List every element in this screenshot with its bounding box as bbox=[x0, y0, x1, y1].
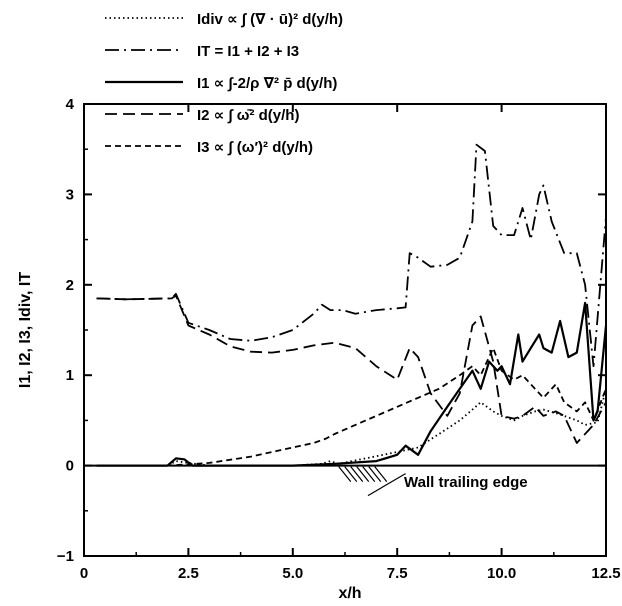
x-tick-label: 10.0 bbox=[487, 565, 516, 582]
x-tick-label: 5.0 bbox=[282, 565, 303, 582]
y-tick-label: 1 bbox=[66, 367, 74, 384]
legend-label: Idiv ∝ ∫ (∇ · ū)² d(y/h) bbox=[197, 11, 343, 28]
wall-trailing-edge-label: Wall trailing edge bbox=[404, 474, 528, 491]
y-tick-label: 2 bbox=[66, 277, 74, 294]
legend-label: I2 ∝ ∫ ω̄² d(y/h) bbox=[197, 107, 299, 124]
y-tick-label: −1 bbox=[57, 548, 74, 565]
series-line-2 bbox=[96, 143, 606, 368]
x-tick-label: 0 bbox=[80, 565, 88, 582]
series-line-3 bbox=[96, 301, 606, 467]
plot-frame bbox=[83, 103, 607, 557]
y-tick-label: 0 bbox=[66, 458, 74, 475]
hatch-line bbox=[374, 466, 388, 482]
legend-label: IT = I1 + I2 + I3 bbox=[197, 43, 299, 60]
series-line-4 bbox=[96, 294, 606, 444]
hatch-line bbox=[350, 466, 364, 482]
hatch-line bbox=[338, 466, 352, 482]
hatch-line bbox=[368, 466, 382, 482]
leader-line bbox=[367, 473, 406, 497]
x-axis-title: x/h bbox=[338, 585, 361, 602]
legend: Idiv ∝ ∫ (∇ · ū)² d(y/h) IT = I1 + I2 + I… bbox=[105, 11, 343, 156]
hatch-line bbox=[362, 466, 376, 482]
y-tick-label: 3 bbox=[66, 186, 74, 203]
wall-trailing-edge-hatch bbox=[338, 466, 406, 497]
x-tick-label: 7.5 bbox=[387, 565, 408, 582]
legend-label: I1 ∝ ∫-2/ρ ∇² p̄ d(y/h) bbox=[197, 75, 337, 92]
x-tick-label: 12.5 bbox=[591, 565, 620, 582]
axes: 0 2.5 5.0 7.5 10.0 12.5 −1 0 1 2 3 4 bbox=[57, 96, 621, 582]
series-line-5 bbox=[96, 347, 606, 467]
y-axis-title: I1, I2, I3, Idiv, IT bbox=[17, 272, 34, 388]
y-tick-label: 4 bbox=[66, 96, 75, 113]
series-group bbox=[96, 143, 606, 467]
annotation-group: Wall trailing edge bbox=[404, 474, 528, 491]
hatch-line bbox=[356, 466, 370, 482]
x-tick-label: 2.5 bbox=[178, 565, 199, 582]
hatch-line bbox=[344, 466, 358, 482]
legend-label: I3 ∝ ∫ (ω′)² d(y/h) bbox=[197, 139, 313, 156]
